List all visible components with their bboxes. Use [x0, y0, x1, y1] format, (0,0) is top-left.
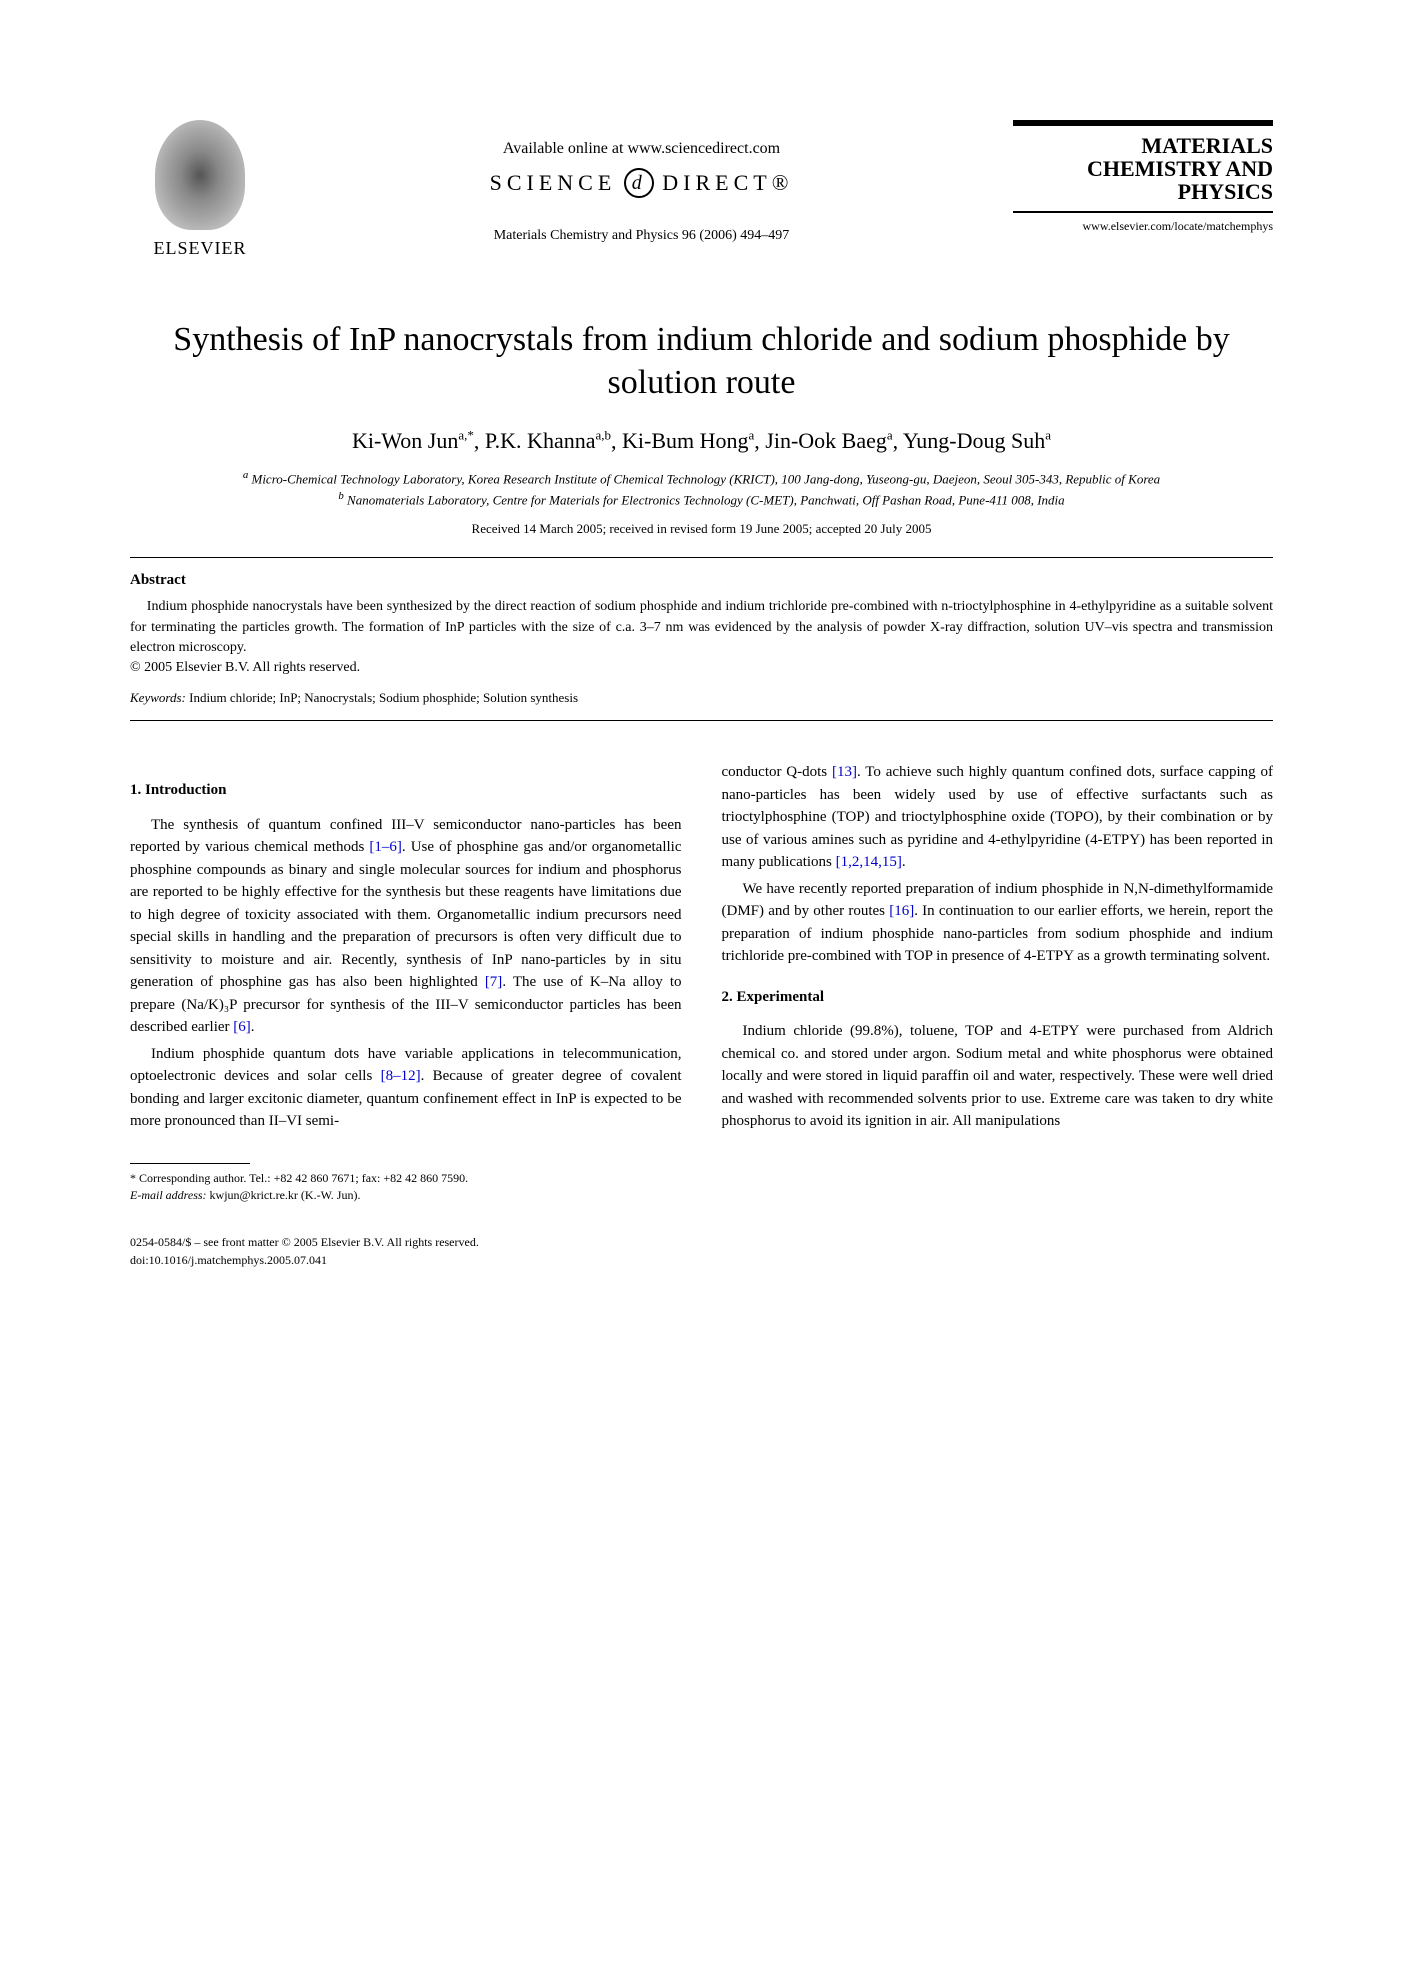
author-1-name: Ki-Won Jun: [352, 428, 458, 453]
author-5: Yung-Doug Suha: [903, 428, 1051, 453]
abstract-copyright: © 2005 Elsevier B.V. All rights reserved…: [130, 660, 1273, 676]
author-3-sup: a: [749, 428, 755, 443]
author-2-name: P.K. Khanna: [485, 428, 596, 453]
keywords-label: Keywords:: [130, 690, 186, 705]
sciencedirect-logo: SCIENCE d DIRECT®: [270, 168, 1013, 198]
journal-name-line3: PHYSICS: [1013, 180, 1273, 203]
affiliation-b-text: Nanomaterials Laboratory, Centre for Mat…: [347, 492, 1065, 507]
authors-line: Ki-Won Juna,*, P.K. Khannaa,b, Ki-Bum Ho…: [130, 428, 1273, 454]
front-matter: 0254-0584/$ – see front matter © 2005 El…: [130, 1233, 682, 1269]
email-footnote: E-mail address: kwjun@krict.re.kr (K.-W.…: [130, 1187, 682, 1204]
intro-para-4: We have recently reported preparation of…: [722, 878, 1274, 968]
journal-name-line1: MATERIALS: [1013, 134, 1273, 157]
front-matter-line1: 0254-0584/$ – see front matter © 2005 El…: [130, 1233, 682, 1251]
divider-bottom: [130, 720, 1273, 721]
article-title: Synthesis of InP nanocrystals from indiu…: [130, 319, 1273, 404]
sciencedirect-right: DIRECT®: [662, 170, 793, 196]
affiliation-b: b Nanomaterials Laboratory, Centre for M…: [130, 489, 1273, 510]
section-2-heading: 2. Experimental: [722, 986, 1274, 1009]
author-1: Ki-Won Juna,*: [352, 428, 474, 453]
footnote-rule: [130, 1163, 250, 1164]
email-label: E-mail address:: [130, 1188, 207, 1202]
section-1-heading: 1. Introduction: [130, 779, 682, 802]
author-5-name: Yung-Doug Suh: [903, 428, 1045, 453]
sciencedirect-globe-icon: d: [624, 168, 654, 198]
right-column: conductor Q-dots [13]. To achieve such h…: [722, 761, 1274, 1269]
intro-para-2: Indium phosphide quantum dots have varia…: [130, 1043, 682, 1133]
abstract-body: Indium phosphide nanocrystals have been …: [130, 597, 1273, 658]
front-matter-line2: doi:10.1016/j.matchemphys.2005.07.041: [130, 1251, 682, 1269]
affiliations: a Micro-Chemical Technology Laboratory, …: [130, 468, 1273, 509]
left-column: 1. Introduction The synthesis of quantum…: [130, 761, 682, 1269]
keywords-text: Indium chloride; InP; Nanocrystals; Sodi…: [189, 690, 578, 705]
journal-citation: Materials Chemistry and Physics 96 (2006…: [270, 228, 1013, 244]
keywords-line: Keywords: Indium chloride; InP; Nanocrys…: [130, 690, 1273, 706]
sciencedirect-left: SCIENCE: [490, 170, 617, 196]
author-2-sup: a,b: [595, 428, 611, 443]
intro-para-3: conductor Q-dots [13]. To achieve such h…: [722, 761, 1274, 874]
abstract-heading: Abstract: [130, 572, 1273, 589]
author-4: Jin-Ook Baega: [765, 428, 892, 453]
author-3-name: Ki-Bum Hong: [622, 428, 749, 453]
journal-name-line2: CHEMISTRY AND: [1013, 157, 1273, 180]
intro-para-1: The synthesis of quantum confined III–V …: [130, 814, 682, 1039]
divider-top: [130, 557, 1273, 558]
email-value: kwjun@krict.re.kr (K.-W. Jun).: [210, 1188, 361, 1202]
author-4-sup: a: [887, 428, 893, 443]
page-header: ELSEVIER Available online at www.science…: [130, 120, 1273, 259]
available-online-text: Available online at www.sciencedirect.co…: [270, 140, 1013, 158]
affiliation-a-text: Micro-Chemical Technology Laboratory, Ko…: [251, 472, 1160, 487]
publisher-label: ELSEVIER: [154, 238, 247, 259]
author-3: Ki-Bum Honga: [622, 428, 754, 453]
publisher-logo-block: ELSEVIER: [130, 120, 270, 259]
author-2: P.K. Khannaa,b: [485, 428, 611, 453]
corresponding-author-footnote: * Corresponding author. Tel.: +82 42 860…: [130, 1170, 682, 1187]
journal-url: www.elsevier.com/locate/matchemphys: [1013, 219, 1273, 234]
center-header: Available online at www.sciencedirect.co…: [270, 120, 1013, 244]
article-dates: Received 14 March 2005; received in revi…: [130, 521, 1273, 537]
affiliation-a: a Micro-Chemical Technology Laboratory, …: [130, 468, 1273, 489]
author-5-sup: a: [1045, 428, 1051, 443]
experimental-para-1: Indium chloride (99.8%), toluene, TOP an…: [722, 1020, 1274, 1133]
body-columns: 1. Introduction The synthesis of quantum…: [130, 761, 1273, 1269]
journal-title-box: MATERIALS CHEMISTRY AND PHYSICS www.else…: [1013, 120, 1273, 234]
author-1-sup: a,*: [458, 428, 474, 443]
elsevier-tree-icon: [155, 120, 245, 230]
author-4-name: Jin-Ook Baeg: [765, 428, 887, 453]
